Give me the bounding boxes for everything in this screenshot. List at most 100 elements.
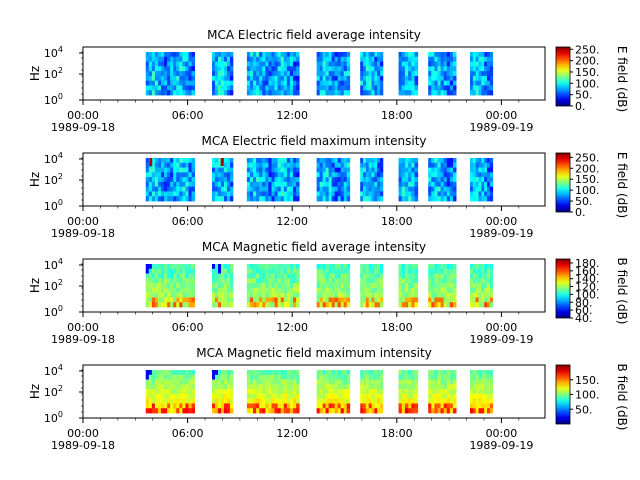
spectrogram-cell <box>212 278 216 284</box>
spectrogram-cell <box>322 56 327 62</box>
spectrogram-cell <box>475 172 479 178</box>
spectrogram-cell <box>446 196 451 202</box>
spectrogram-cell <box>170 177 174 183</box>
spectrogram-cell <box>449 287 454 294</box>
spectrogram-cell <box>145 172 150 178</box>
x-tick-label: 12:00 <box>276 427 308 440</box>
spectrogram-cell <box>489 408 494 414</box>
spectrogram-cell <box>277 90 282 96</box>
spectrogram-cell <box>154 287 159 294</box>
spectrogram-cell <box>268 408 272 414</box>
spectrogram-cell <box>449 66 454 72</box>
spectrogram-cell <box>262 264 266 270</box>
spectrogram-cell <box>443 268 448 274</box>
spectrogram-cell <box>322 80 327 86</box>
spectrogram-cell <box>280 181 285 188</box>
spectrogram-cell <box>484 389 488 395</box>
spectrogram-cell <box>274 379 279 385</box>
spectrogram-cell <box>368 85 372 91</box>
spectrogram-cell <box>283 408 288 414</box>
spectrogram-cell <box>343 191 348 197</box>
spectrogram-cell <box>262 162 266 168</box>
spectrogram-cell <box>223 71 228 77</box>
spectrogram-cell <box>431 278 435 284</box>
spectrogram-cell <box>161 268 165 274</box>
spectrogram-cell <box>151 80 156 86</box>
spectrogram-cell <box>148 287 153 294</box>
spectrogram-cell <box>274 264 279 270</box>
spectrogram-cell <box>188 389 192 395</box>
spectrogram-cell <box>179 158 183 164</box>
spectrogram-cell <box>472 66 477 72</box>
spectrogram-cell <box>253 370 257 376</box>
spectrogram-cell <box>265 66 269 72</box>
spectrogram-cell <box>157 71 162 77</box>
spectrogram-cell <box>293 292 297 298</box>
spectrogram-cell <box>487 398 491 404</box>
spectrogram-cell <box>437 80 441 86</box>
spectrogram-cell <box>449 52 454 58</box>
spectrogram-cell <box>377 186 381 192</box>
spectrogram-cell <box>343 56 348 62</box>
spectrogram-cell <box>446 80 451 86</box>
spectrogram-cell <box>296 374 300 380</box>
spectrogram-cell <box>368 389 372 395</box>
spectrogram-cell <box>173 162 177 168</box>
spectrogram-cell <box>289 268 294 274</box>
spectrogram-cell <box>246 66 251 72</box>
spectrogram-cell <box>365 85 370 91</box>
spectrogram-cell <box>316 90 321 96</box>
spectrogram-cell <box>185 283 189 289</box>
spectrogram-cell <box>428 389 432 395</box>
spectrogram-cell <box>371 56 375 62</box>
spectrogram-cell <box>475 181 479 188</box>
spectrogram-cell <box>191 162 195 168</box>
spectrogram-cell <box>404 374 409 380</box>
spectrogram-cell <box>185 181 189 188</box>
spectrogram-cell <box>487 85 491 91</box>
spectrogram-cell <box>404 370 409 376</box>
spectrogram-cell <box>374 158 378 164</box>
spectrogram-cell <box>246 268 251 274</box>
spectrogram-cell <box>253 75 257 82</box>
spectrogram-cell <box>223 181 228 188</box>
spectrogram-cell <box>274 302 279 308</box>
spectrogram-cell <box>249 283 254 289</box>
spectrogram-cell <box>188 408 192 414</box>
spectrogram-cell <box>249 158 254 164</box>
spectrogram-cell <box>217 393 222 400</box>
spectrogram-cell <box>293 196 297 202</box>
spectrogram-cell <box>217 61 222 67</box>
spectrogram-cell <box>452 177 457 183</box>
spectrogram-cell <box>145 273 150 279</box>
spectrogram-cell <box>343 389 348 395</box>
spectrogram-cell <box>365 167 370 173</box>
spectrogram-cell <box>368 80 372 86</box>
spectrogram-cell <box>268 162 272 168</box>
spectrogram-cell <box>414 52 419 58</box>
spectrogram-cell <box>380 186 384 192</box>
spectrogram-cell <box>343 52 348 58</box>
spectrogram-cell <box>337 167 342 173</box>
y-tick-label: 102 <box>44 278 63 293</box>
spectrogram-cell <box>443 264 448 270</box>
spectrogram-cell <box>212 297 216 303</box>
spectrogram-cell <box>487 297 491 303</box>
spectrogram-cell <box>487 287 491 294</box>
spectrogram-cell <box>440 287 445 294</box>
spectrogram-cell <box>280 297 285 303</box>
spectrogram-cell <box>346 264 351 270</box>
spectrogram-cell <box>360 302 364 308</box>
spectrogram-cell <box>334 172 339 178</box>
spectrogram-cell <box>331 283 336 289</box>
spectrogram-cell <box>176 66 180 72</box>
spectrogram-cell <box>449 80 454 86</box>
spectrogram-cell <box>437 90 441 96</box>
spectrogram-cell <box>316 370 321 376</box>
spectrogram-cell <box>472 186 477 192</box>
spectrogram-cell <box>316 196 321 202</box>
spectrogram-cell <box>145 389 150 395</box>
spectrogram-cell <box>296 273 300 279</box>
spectrogram-cell <box>472 52 477 58</box>
spectrogram-cell <box>428 292 432 298</box>
